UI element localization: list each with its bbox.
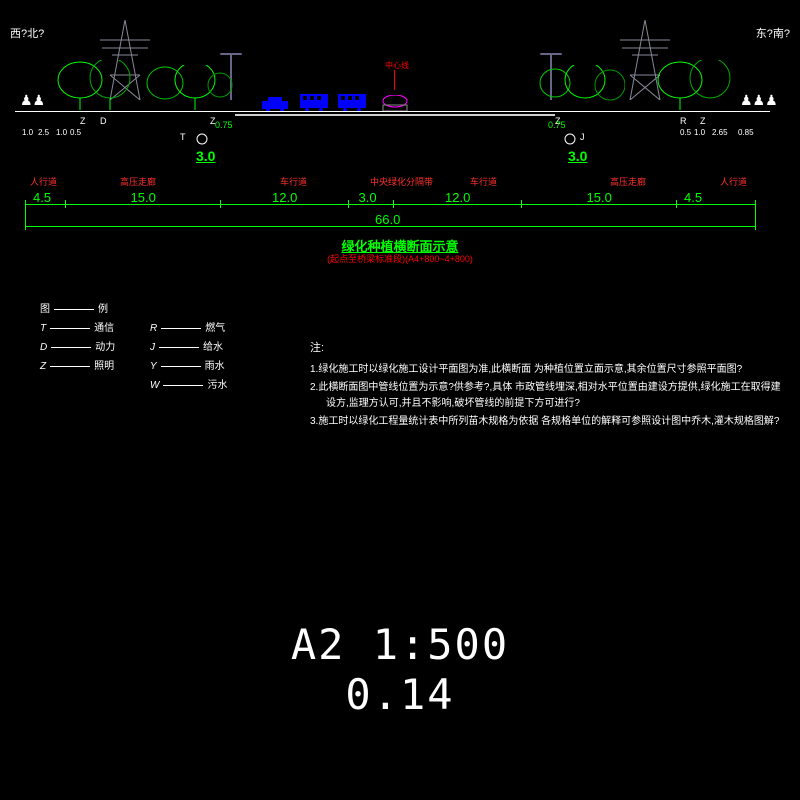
segment-dim: 15.0 xyxy=(587,190,612,205)
cross-section-drawing: 西?北? 东?南? 中心线 ♟♟ xyxy=(0,20,800,260)
pipe-circle-1 xyxy=(195,132,209,146)
pipe-r1: R xyxy=(680,116,687,126)
notes-block: 注: 1.绿化施工时以绿化施工设计平面图为准,此横断面 为种植位置立面示意,其余… xyxy=(310,340,790,432)
small-dim: 0.5 xyxy=(680,128,691,137)
ground-line xyxy=(15,111,770,112)
segment-dim: 12.0 xyxy=(445,190,470,205)
small-dim: 1.0 xyxy=(56,128,67,137)
segment-dim: 3.0 xyxy=(359,190,377,205)
legend-header-l: 图 xyxy=(40,304,50,315)
total-dim: 66.0 xyxy=(375,212,400,227)
legend-row: T通信R燃气 xyxy=(40,319,260,334)
ug-dim-2: 3.0 xyxy=(196,148,215,164)
pipe-circle-2 xyxy=(563,132,577,146)
road-surface xyxy=(235,114,555,116)
direction-left: 西?北? xyxy=(10,25,44,41)
bus-2 xyxy=(338,94,368,112)
tree-group-2 xyxy=(145,65,235,110)
sheet-number: 0.14 xyxy=(0,670,800,719)
legend-row: W污水 xyxy=(40,376,260,391)
segment-dim: 4.5 xyxy=(684,190,702,205)
pipe-z1: Z xyxy=(80,116,86,126)
direction-right: 东?南? xyxy=(756,25,790,41)
pipe-j: J xyxy=(580,132,585,142)
center-line xyxy=(394,70,395,90)
segment-dim: 12.0 xyxy=(272,190,297,205)
zone-label: 中央绿化分隔带 xyxy=(370,175,433,188)
center-label: 中心线 xyxy=(385,60,409,71)
small-dim: 1.0 xyxy=(694,128,705,137)
legend-header-r: 例 xyxy=(98,304,108,315)
tree-group-4 xyxy=(655,60,735,110)
pipe-t: T xyxy=(180,132,186,142)
tree-group-3 xyxy=(535,65,625,110)
car-1 xyxy=(260,97,290,111)
drawing-subtitle: (起点至桥梁标准段)(A4+800~4+800) xyxy=(0,252,800,265)
people-right: ♟♟♟ xyxy=(740,92,778,109)
notes-title: 注: xyxy=(310,340,790,358)
zone-label: 车行道 xyxy=(470,175,497,188)
zone-label: 车行道 xyxy=(280,175,307,188)
ug-dim-1: 0.75 xyxy=(215,120,233,130)
note-3: 3.施工时以绿化工程量统计表中所列苗木规格为依据 各规格单位的解释可参照设计图中… xyxy=(310,414,790,430)
people-left: ♟♟ xyxy=(20,92,45,109)
legend-row: D动力J给水 xyxy=(40,338,260,353)
zone-label: 人行道 xyxy=(30,175,57,188)
small-dim: 1.0 xyxy=(22,128,33,137)
legend-row: Z照明Y雨水 xyxy=(40,357,260,372)
scale-label: A2 1:500 xyxy=(0,620,800,669)
tree-group-1 xyxy=(55,60,135,110)
note-2: 2.此横断面图中管线位置为示意?供参考?,具体 市政管线埋深,相对水平位置由建设… xyxy=(310,380,790,412)
segment-dim: 15.0 xyxy=(131,190,156,205)
zone-label: 高压走廊 xyxy=(120,175,156,188)
bus-1 xyxy=(300,94,330,112)
small-dim: 0.5 xyxy=(70,128,81,137)
ug-dim-3: 0.75 xyxy=(548,120,566,130)
small-dim: 2.5 xyxy=(38,128,49,137)
note-1: 1.绿化施工时以绿化施工设计平面图为准,此横断面 为种植位置立面示意,其余位置尺… xyxy=(310,362,790,378)
zone-label: 高压走廊 xyxy=(610,175,646,188)
segment-dim: 4.5 xyxy=(33,190,51,205)
ug-dim-4: 3.0 xyxy=(568,148,587,164)
zone-label: 人行道 xyxy=(720,175,747,188)
small-dim: 2.65 xyxy=(712,128,728,137)
pipe-d1: D xyxy=(100,116,107,126)
small-dim: 0.85 xyxy=(738,128,754,137)
pipe-z4: Z xyxy=(700,116,706,126)
legend: 图 例 T通信R燃气 D动力J给水 Z照明Y雨水 W污水 xyxy=(40,300,260,395)
